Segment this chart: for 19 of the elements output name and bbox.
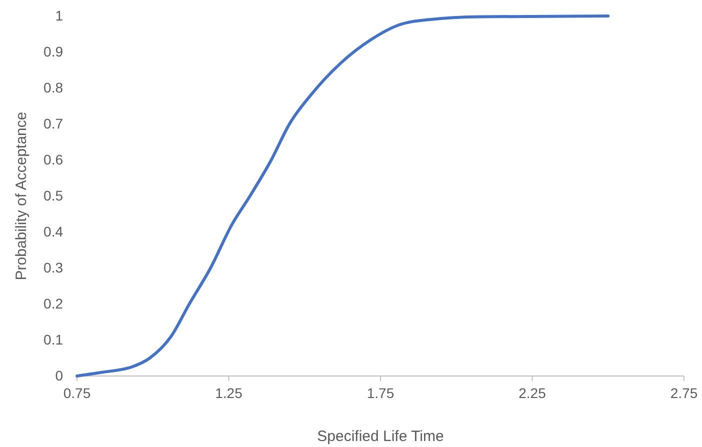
- x-tick-label: 1.25: [215, 385, 243, 401]
- y-axis-title: Probability of Acceptance: [13, 112, 30, 280]
- y-tick-label: 0.9: [44, 43, 64, 60]
- y-tick-label: 0.2: [44, 295, 64, 312]
- x-tick-label: 0.75: [63, 385, 91, 401]
- y-tick-label: 0.5: [44, 187, 64, 204]
- y-tick-label: 0.3: [44, 259, 64, 276]
- y-tick-label: 0.4: [44, 223, 64, 240]
- x-tick-label: 1.75: [366, 385, 394, 401]
- y-tick-label: 0.6: [44, 151, 64, 168]
- x-tick-label: 2.75: [670, 385, 698, 401]
- y-tick-label: 0.8: [44, 79, 64, 96]
- y-tick-label: 0: [55, 367, 64, 384]
- y-tick-label: 1: [55, 7, 64, 24]
- y-tick-label: 0.1: [44, 331, 64, 348]
- x-tick-label: 2.25: [518, 385, 546, 401]
- y-tick-label: 0.7: [44, 115, 64, 132]
- x-axis-title: Specified Life Time: [317, 428, 444, 445]
- line-series: [76, 14, 610, 378]
